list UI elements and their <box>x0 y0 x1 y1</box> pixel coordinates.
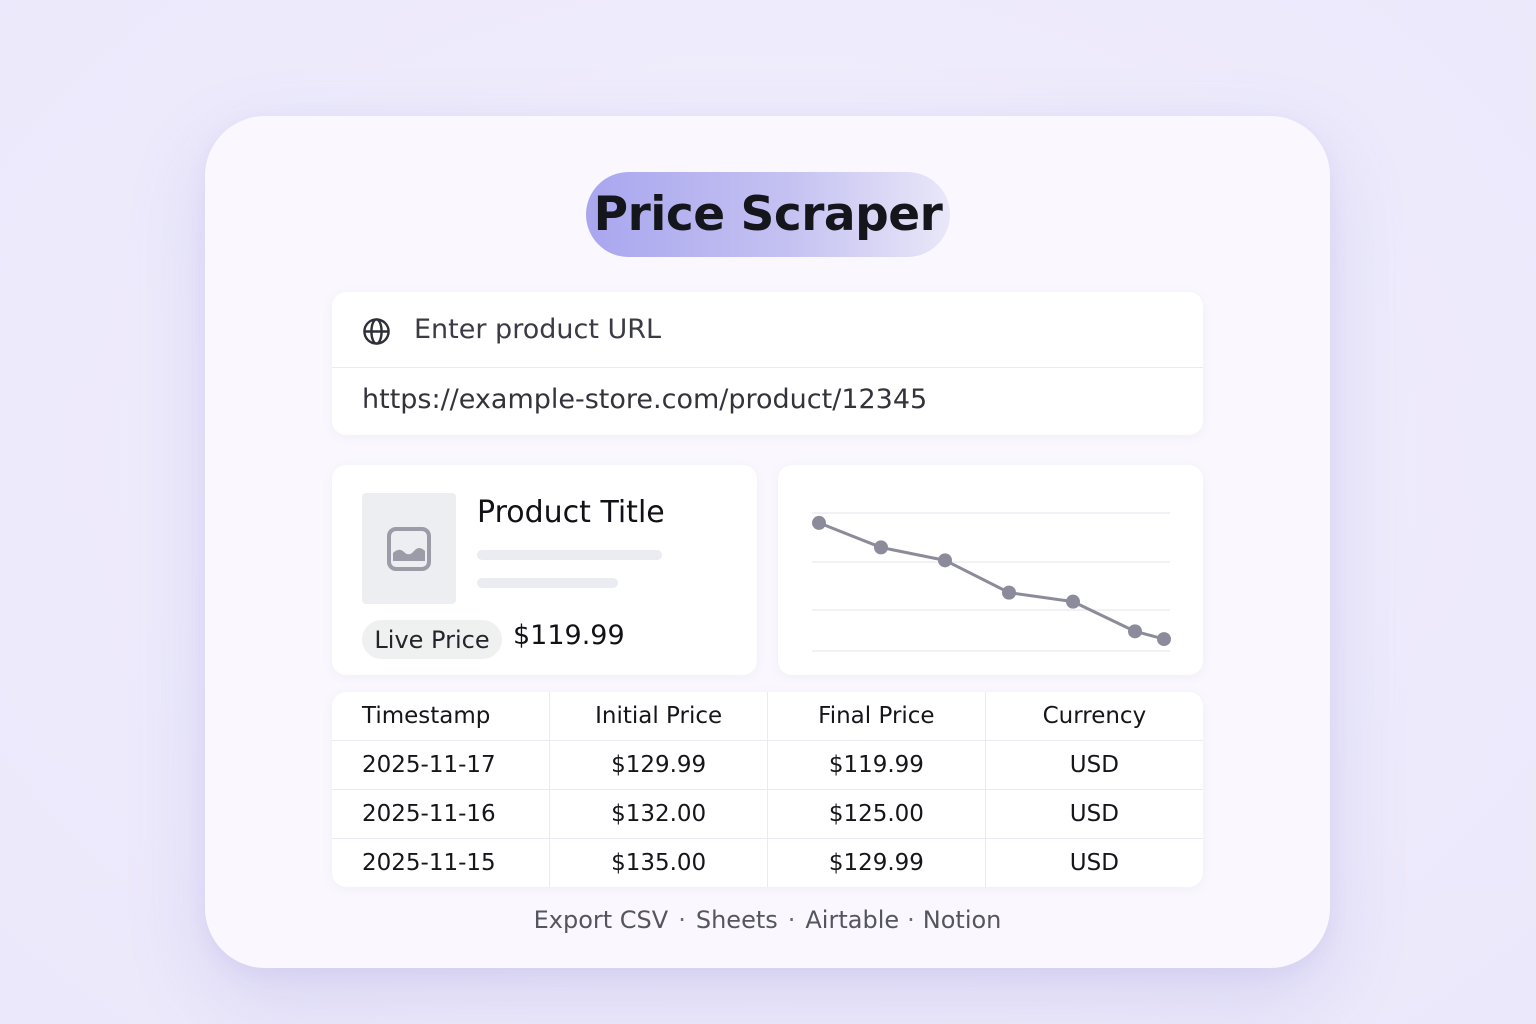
subtitle-skeleton-line <box>477 578 618 588</box>
table-row: 2025-11-16 $132.00 $125.00 USD <box>332 789 1203 839</box>
url-input-panel: Enter product URL https://example-store.… <box>332 292 1203 435</box>
export-notion-link[interactable]: Notion <box>922 906 1002 934</box>
cell-currency: USD <box>985 740 1203 790</box>
cell-initial-price: $132.00 <box>549 789 768 839</box>
image-placeholder-icon <box>387 526 431 571</box>
price-history-chart <box>778 465 1203 675</box>
cell-currency: USD <box>1069 850 1119 876</box>
product-thumbnail <box>362 493 456 604</box>
table-header-row: Timestamp Initial Price Final Price Curr… <box>332 692 1203 741</box>
data-point <box>874 540 888 555</box>
data-point <box>1066 594 1080 609</box>
price-scraper-card: Price Scraper Enter product URL https://… <box>205 116 1330 968</box>
data-point <box>1128 624 1142 639</box>
cell-timestamp: 2025-11-17 <box>332 740 551 790</box>
globe-icon <box>363 318 390 345</box>
export-options: Export CSV · Sheets · Airtable · Notion <box>205 906 1330 934</box>
data-point <box>938 553 952 568</box>
data-point <box>1002 585 1016 600</box>
separator: · <box>907 906 915 934</box>
url-label-row: Enter product URL <box>332 292 1203 368</box>
data-point <box>1157 632 1171 647</box>
header-currency[interactable]: Currency <box>985 692 1203 741</box>
table-row: 2025-11-17 $129.99 $119.99 USD <box>332 740 1203 790</box>
separator: · <box>678 906 686 934</box>
url-input-label: Enter product URL <box>414 314 662 345</box>
export-sheets-link[interactable]: Sheets <box>695 906 778 934</box>
separator: · <box>787 906 796 934</box>
price-table: Timestamp Initial Price Final Price Curr… <box>332 692 1203 887</box>
price-series-line <box>818 521 1165 641</box>
header-initial-price[interactable]: Initial Price <box>549 692 768 741</box>
cell-final-price: $119.99 <box>767 740 986 790</box>
export-airtable-link[interactable]: Airtable <box>805 906 900 934</box>
product-card: Product Title Live Price $119.99 <box>332 465 757 675</box>
export-csv-link[interactable]: Export CSV <box>533 906 669 934</box>
cell-timestamp: 2025-11-16 <box>332 789 551 839</box>
header-final-price[interactable]: Final Price <box>767 692 986 741</box>
price-chart-svg <box>812 512 1171 652</box>
data-point <box>812 515 826 530</box>
cell-initial-price: $129.99 <box>549 740 768 790</box>
product-title: Product Title <box>477 495 665 530</box>
cell-final-price: $129.99 <box>767 838 986 887</box>
title-skeleton-line <box>477 550 662 560</box>
cell-currency: USD <box>985 789 1203 839</box>
live-price-value: $119.99 <box>513 620 625 651</box>
app-title: Price Scraper <box>586 172 950 257</box>
cell-final-price: $125.00 <box>767 789 986 839</box>
header-timestamp[interactable]: Timestamp <box>332 692 551 741</box>
url-input[interactable]: https://example-store.com/product/12345 <box>362 384 928 415</box>
table-row: 2025-11-15 $135.00 $129.99 USD <box>332 838 1203 887</box>
live-price-badge: Live Price <box>362 620 502 659</box>
cell-initial-price: $135.00 <box>549 838 768 887</box>
cell-timestamp: 2025-11-15 <box>332 838 551 887</box>
